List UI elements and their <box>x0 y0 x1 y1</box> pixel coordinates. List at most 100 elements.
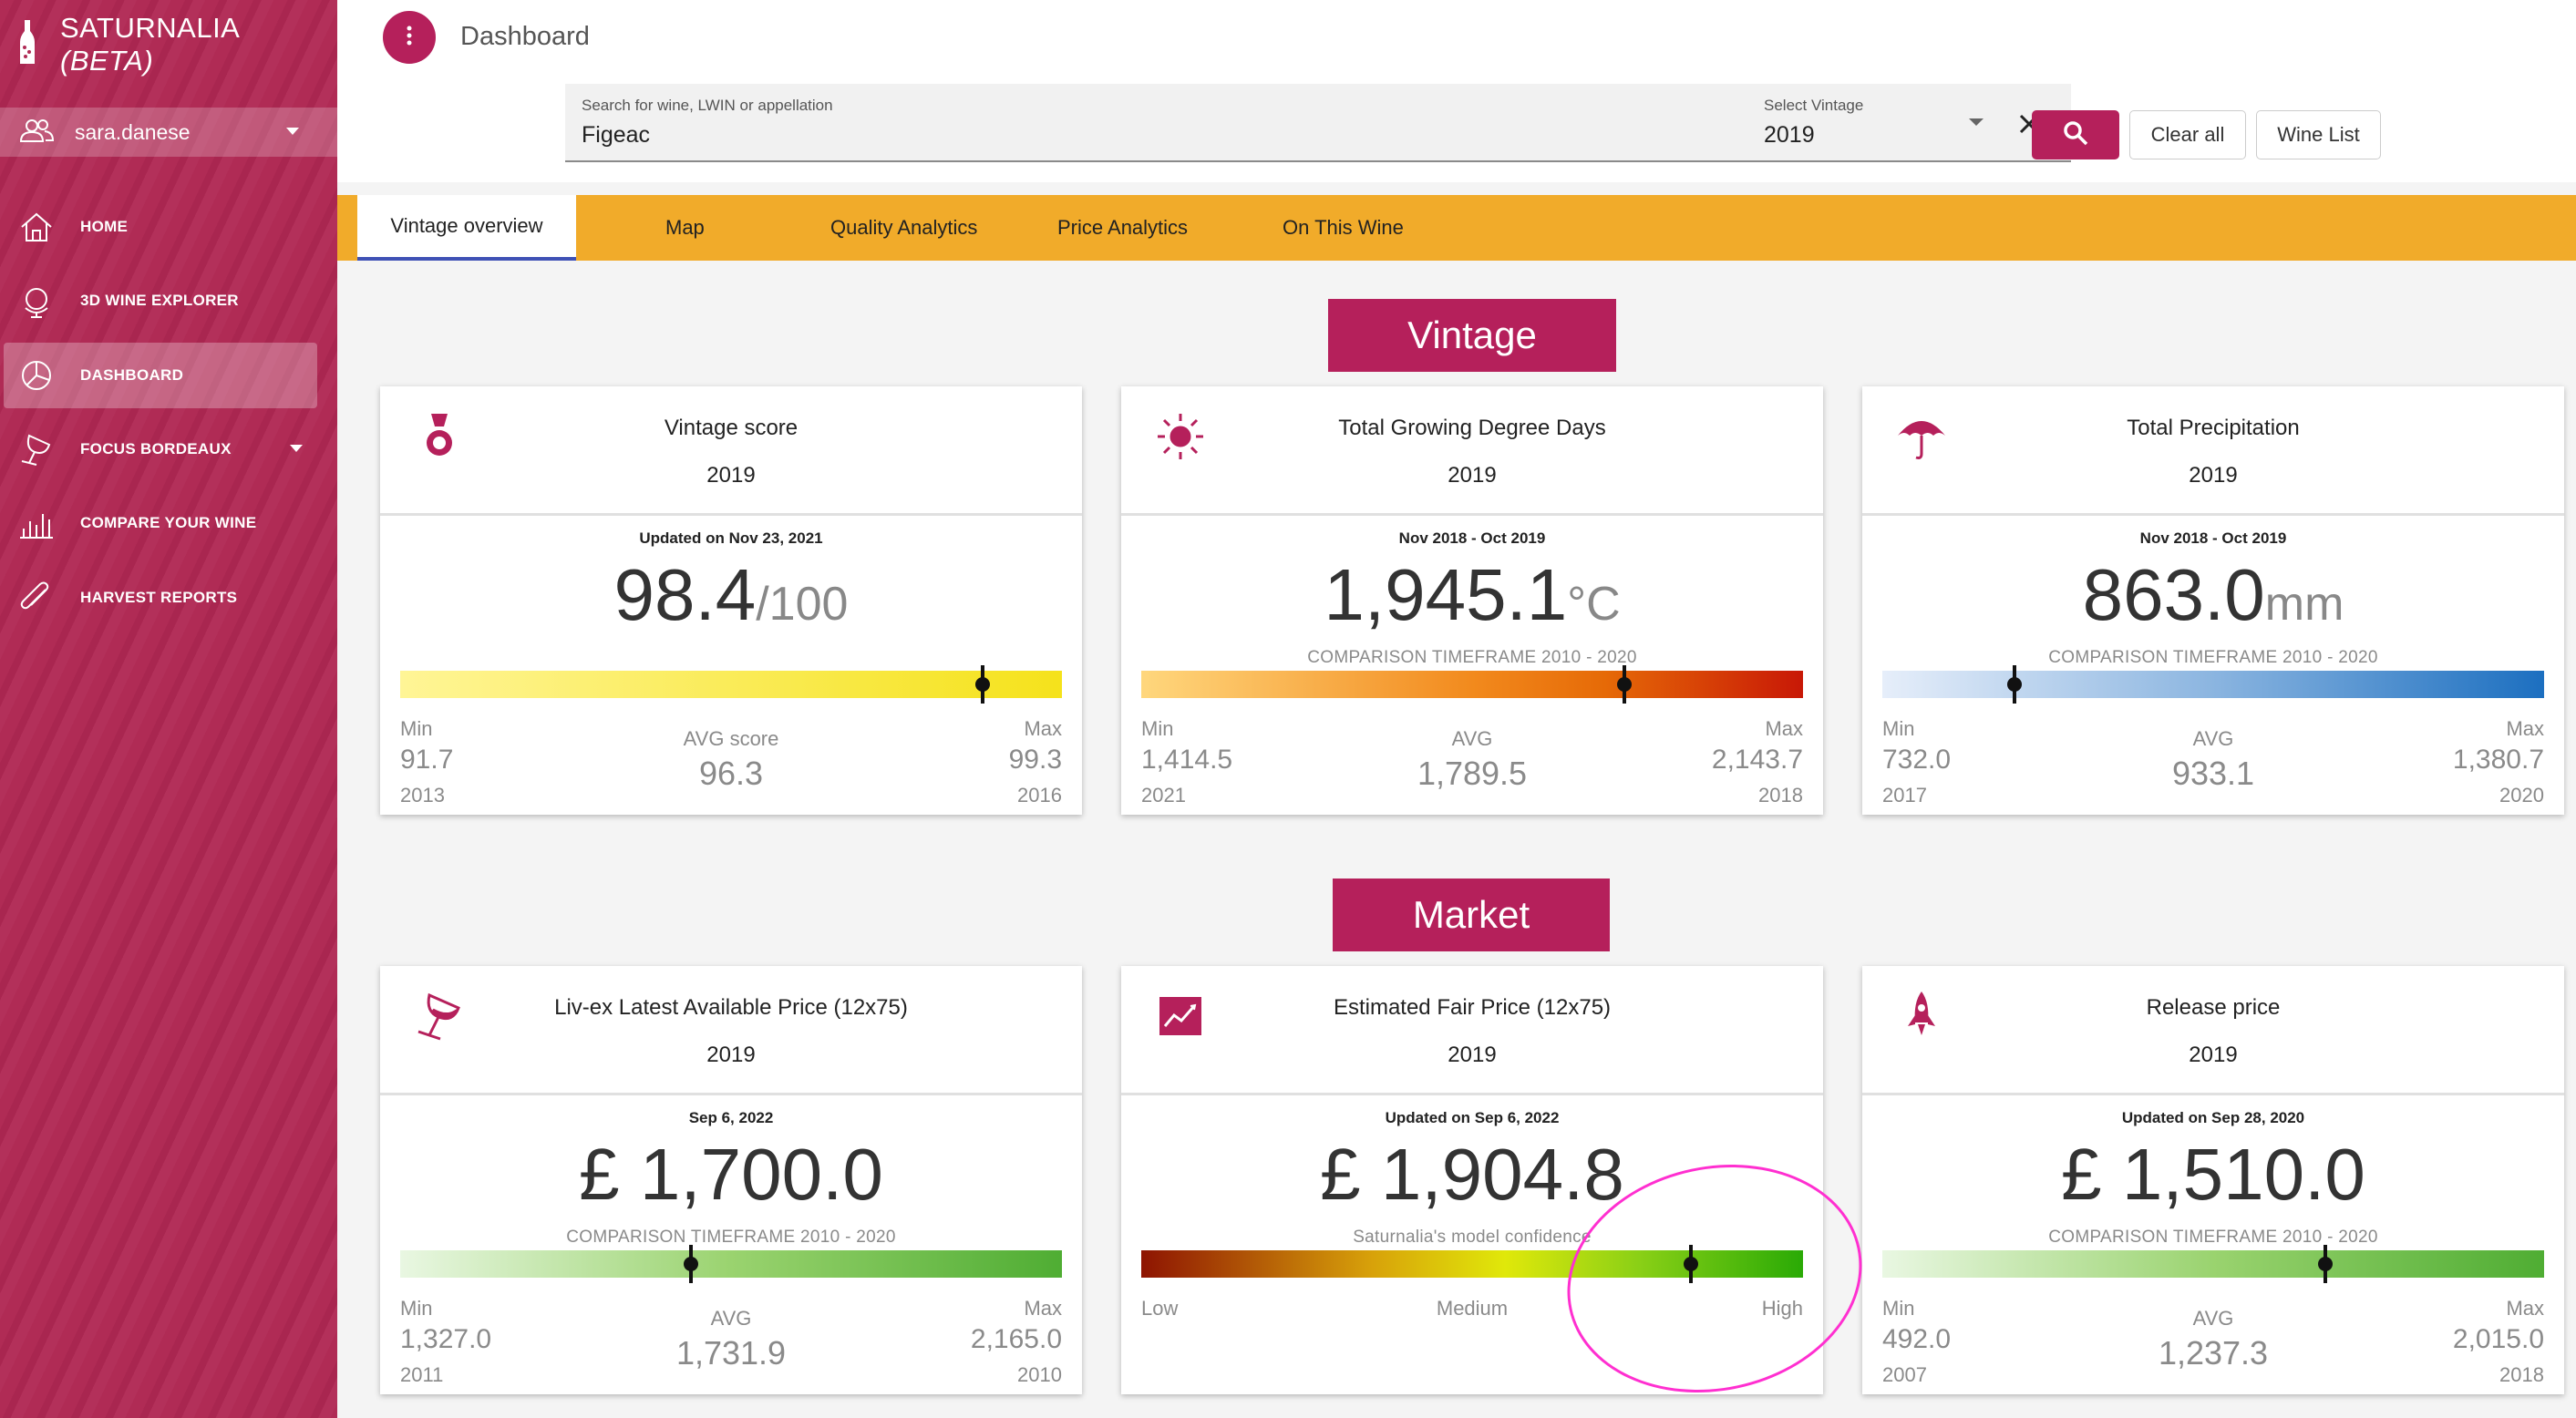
growing-degree-days-card: Total Growing Degree Days 2019 Nov 2018 … <box>1121 386 1823 815</box>
wine-glass-icon <box>18 431 55 468</box>
user-menu[interactable]: sara.danese <box>0 108 337 157</box>
bottle-icon <box>18 19 36 70</box>
search-icon <box>2062 119 2089 151</box>
min-label: Min <box>1882 717 1915 740</box>
globe-icon <box>18 283 55 319</box>
wine-list-button[interactable]: Wine List <box>2256 110 2381 159</box>
sidebar-item-home[interactable]: HOME <box>4 194 317 260</box>
avg-value: 1,731.9 <box>675 1334 787 1372</box>
low-label: Low <box>1141 1297 1179 1320</box>
high-label: High <box>1761 1297 1803 1320</box>
sidebar-item-compare-your-wine[interactable]: COMPARE YOUR WINE <box>4 490 317 556</box>
precipitation-value: 863.0mm <box>2082 554 2344 635</box>
sidebar-item-focus-bordeaux[interactable]: FOCUS BORDEAUX <box>4 416 317 482</box>
max-year: 2020 <box>2499 784 2544 807</box>
max-label: Max <box>1765 717 1803 740</box>
avg-value: 96.3 <box>698 755 764 792</box>
confidence-marker <box>1683 1245 1698 1283</box>
comparison-timeframe: COMPARISON TIMEFRAME 2010 - 2020 <box>1307 648 1637 667</box>
medal-icon <box>413 410 466 463</box>
fair-price-card: Estimated Fair Price (12x75) 2019 Update… <box>1121 966 1823 1394</box>
card-title: Total Growing Degree Days <box>1338 416 1606 440</box>
section-title-vintage: Vintage <box>1328 299 1616 372</box>
release-price-value: £ 1,510.0 <box>2061 1134 2365 1215</box>
range-marker <box>2318 1245 2334 1283</box>
vintage-label: Select Vintage <box>1764 97 1864 114</box>
avg-label: AVG <box>710 1307 752 1330</box>
search-value: Figeac <box>582 122 651 148</box>
range-marker <box>1616 665 1632 704</box>
min-year: 2007 <box>1882 1363 1927 1386</box>
card-title: Liv-ex Latest Available Price (12x75) <box>554 995 908 1020</box>
livex-price-card: Liv-ex Latest Available Price (12x75) 20… <box>380 966 1082 1394</box>
tab-map[interactable]: Map <box>665 216 705 239</box>
range-bar <box>400 1245 1062 1283</box>
range-marker <box>974 665 990 704</box>
max-year: 2018 <box>2499 1363 2544 1386</box>
gdd-value: 1,945.1°C <box>1324 554 1621 635</box>
sidebar: SATURNALIA (BETA) sara.danese HOME 3D WI… <box>0 0 337 1418</box>
min-year: 2013 <box>400 784 445 807</box>
min-year: 2017 <box>1882 784 1927 807</box>
tab-on-this-wine[interactable]: On This Wine <box>1283 216 1404 239</box>
vintage-select[interactable]: Select Vintage 2019 <box>1747 84 2009 162</box>
tab-price-analytics[interactable]: Price Analytics <box>1057 216 1189 239</box>
comparison-timeframe: COMPARISON TIMEFRAME 2010 - 2020 <box>2048 648 2378 667</box>
sun-icon <box>1154 410 1207 463</box>
avg-value: 933.1 <box>2171 755 2255 792</box>
confidence-bar <box>1141 1245 1803 1283</box>
min-value: 91.7 <box>400 745 454 775</box>
avg-label: AVG <box>2192 727 2234 750</box>
min-value: 1,414.5 <box>1141 745 1233 775</box>
min-value: 492.0 <box>1882 1324 1952 1354</box>
tab-vintage-overview[interactable]: Vintage overview <box>357 195 576 261</box>
avg-value: 1,789.5 <box>1417 755 1528 792</box>
price-value: £ 1,700.0 <box>579 1134 883 1215</box>
range-bar <box>400 665 1062 704</box>
max-label: Max <box>1024 717 1062 740</box>
brand-title: SATURNALIA (BETA) <box>60 12 239 77</box>
paperclip-icon <box>18 580 55 616</box>
max-value: 99.3 <box>1008 745 1062 775</box>
wine-glass-icon <box>413 990 466 1043</box>
range-bar <box>1141 665 1803 704</box>
card-year: 2019 <box>706 1043 756 1067</box>
medium-label: Medium <box>1436 1297 1509 1320</box>
min-value: 732.0 <box>1882 745 1952 775</box>
max-label: Max <box>1024 1297 1062 1320</box>
comparison-timeframe: COMPARISON TIMEFRAME 2010 - 2020 <box>566 1228 896 1247</box>
updated-date: Sep 6, 2022 <box>688 1109 774 1126</box>
card-title: Release price <box>2146 995 2281 1020</box>
chevron-down-icon <box>290 445 303 452</box>
min-value: 1,327.0 <box>400 1324 492 1354</box>
updated-date: Updated on Sep 6, 2022 <box>1385 1109 1560 1126</box>
brand[interactable]: SATURNALIA (BETA) <box>18 12 337 77</box>
avg-label: AVG score <box>683 727 779 750</box>
range-bar <box>1882 665 2544 704</box>
max-label: Max <box>2506 1297 2544 1320</box>
user-name: sara.danese <box>75 119 191 144</box>
card-title: Total Precipitation <box>2127 416 2300 440</box>
range-marker <box>2007 665 2023 704</box>
users-icon <box>18 118 55 148</box>
card-year: 2019 <box>706 463 756 488</box>
model-confidence-label: Saturnalia's model confidence <box>1353 1228 1592 1247</box>
precipitation-card: Total Precipitation 2019 Nov 2018 - Oct … <box>1862 386 2564 815</box>
sidebar-item-harvest-reports[interactable]: HARVEST REPORTS <box>4 565 317 631</box>
updated-date: Updated on Nov 23, 2021 <box>639 529 823 547</box>
header: Dashboard Search for wine, LWIN or appel… <box>337 0 2576 182</box>
card-year: 2019 <box>1448 1043 1497 1067</box>
search-button[interactable] <box>2032 110 2119 159</box>
period: Nov 2018 - Oct 2019 <box>2139 529 2287 547</box>
tab-quality-analytics[interactable]: Quality Analytics <box>830 216 978 239</box>
menu-button[interactable] <box>383 11 436 64</box>
min-label: Min <box>400 717 433 740</box>
sidebar-item-3d-wine-explorer[interactable]: 3D WINE EXPLORER <box>4 268 317 334</box>
min-year: 2021 <box>1141 784 1186 807</box>
sidebar-item-dashboard[interactable]: DASHBOARD <box>4 343 317 408</box>
pie-chart-icon <box>18 357 55 394</box>
card-year: 2019 <box>2189 1043 2238 1067</box>
score-value: 98.4/100 <box>613 554 849 635</box>
clear-all-button[interactable]: Clear all <box>2129 110 2246 159</box>
max-value: 2,165.0 <box>970 1324 1062 1354</box>
